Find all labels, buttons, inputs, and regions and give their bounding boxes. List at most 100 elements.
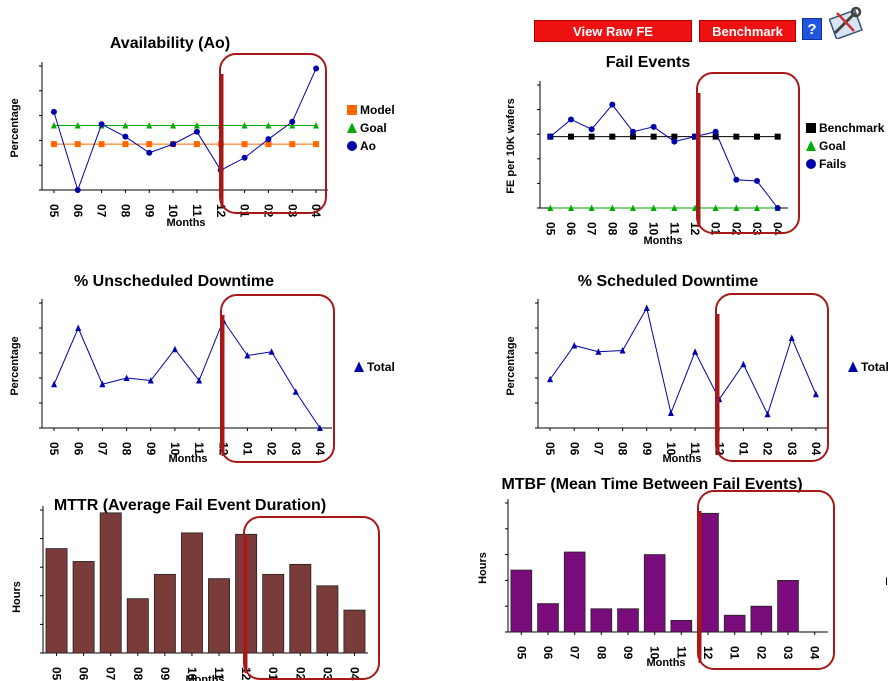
- fail_events-point-benchmark-06: [568, 133, 574, 140]
- scheduled-highlight-box: [715, 293, 829, 462]
- mtbf-xlabel: Months: [646, 657, 685, 669]
- mtbf-bar-03: [777, 580, 799, 633]
- benchmark-button[interactable]: Benchmark: [699, 20, 796, 42]
- unscheduled-x-tick-label: 09: [144, 442, 158, 456]
- mttr-bar-04: [343, 609, 366, 654]
- fail_events-x-tick-label: 10: [647, 222, 661, 236]
- availability-series-ao: [53, 68, 317, 192]
- fail_events-point-goal-01: [712, 204, 719, 211]
- fail_events-point-benchmark-02: [733, 133, 740, 140]
- availability-ylabel: Percentage: [9, 98, 21, 157]
- availability-x-tick-label: 12: [214, 204, 228, 218]
- fail_events-point-benchmark-03: [754, 133, 760, 140]
- fail_events-point-fails-11: [671, 138, 678, 145]
- fail_events-point-fails-12: [692, 133, 698, 140]
- mttr-x-tick-label: 06: [77, 667, 91, 681]
- mttr-bar-12: [235, 533, 258, 654]
- availability-x-tick-label: 05: [47, 204, 61, 218]
- unscheduled-x-tick-label: 01: [240, 442, 254, 456]
- mtbf-title: MTBF (Mean Time Between Fail Events): [501, 476, 802, 493]
- unscheduled-x-tick-label: 08: [120, 442, 134, 456]
- scheduled-ylabel: Percentage: [505, 336, 517, 395]
- availability-point-goal-03: [289, 122, 296, 129]
- fail_events-legend-marker-goal: [806, 140, 816, 151]
- availability-point-model-04: [313, 141, 320, 148]
- mtbf-x-tick-label: 07: [568, 646, 582, 660]
- mttr-x-tick-label: 09: [158, 667, 172, 681]
- unscheduled-point-total-02: [268, 348, 275, 355]
- fail_events-point-benchmark-04: [774, 133, 781, 140]
- unscheduled-point-total-01: [244, 352, 251, 359]
- mtbf-bar-05: [510, 569, 533, 633]
- mttr-title: MTTR (Average Fail Event Duration): [54, 497, 326, 514]
- view-raw-fe-button[interactable]: View Raw FE: [534, 20, 692, 42]
- availability-x-tick-label: 01: [238, 204, 252, 218]
- tools-icon[interactable]: [829, 5, 863, 39]
- availability-x-tick-label: 10: [166, 204, 180, 218]
- availability-x-tick-label: 04: [309, 204, 323, 218]
- unscheduled-x-tick-label: 06: [71, 442, 85, 456]
- fail_events-x-tick-label: 09: [626, 222, 640, 236]
- mtbf-x-tick-label: 02: [754, 646, 768, 660]
- availability-x-tick-label: 03: [285, 204, 299, 218]
- mtbf-ylabel: Hours: [477, 552, 489, 584]
- unscheduled-legend-marker-total: [354, 361, 364, 372]
- fail_events-point-goal-11: [671, 204, 678, 211]
- scheduled-x-tick-label: 07: [591, 442, 605, 456]
- mttr-bar-02: [289, 563, 312, 654]
- scheduled-point-total-05: [547, 375, 554, 383]
- availability-point-model-01: [241, 141, 248, 148]
- availability-point-goal-01: [241, 122, 248, 129]
- availability-highlight-box: [219, 53, 327, 214]
- availability-legend-label-ao: Ao: [360, 139, 376, 153]
- scheduled-legend-label-total: Total: [861, 360, 889, 374]
- availability-point-model-12: [217, 141, 224, 148]
- fail_events-point-goal-08: [609, 204, 616, 211]
- availability-point-goal-09: [146, 122, 153, 129]
- availability-point-goal-08: [122, 122, 129, 129]
- availability-legend-label-goal: Goal: [360, 121, 387, 135]
- availability-point-goal-02: [265, 122, 272, 129]
- help-icon[interactable]: ?: [802, 18, 822, 40]
- fail_events-point-fails-03: [754, 177, 760, 184]
- fail_events-point-goal-04: [774, 204, 781, 211]
- availability-point-goal-06: [74, 122, 81, 129]
- fail_events-point-benchmark-09: [630, 133, 636, 140]
- unscheduled-point-total-10: [171, 345, 178, 353]
- availability-point-goal-10: [170, 122, 177, 129]
- mttr-x-tick-label: 04: [347, 667, 361, 681]
- mttr-x-tick-label: 02: [293, 667, 307, 681]
- fail_events-x-tick-label: 07: [585, 222, 599, 236]
- mtbf-x-tick-label: 10: [648, 646, 662, 660]
- mtbf-bar-11: [670, 619, 693, 633]
- scheduled-legend-marker-total: [848, 361, 858, 372]
- fail_events-ylabel: FE per 10K wafers: [505, 98, 517, 193]
- fail_events-x-tick-label: 06: [564, 222, 578, 236]
- fail_events-legend-label-goal: Goal: [819, 139, 846, 153]
- unscheduled-point-total-05: [51, 380, 58, 388]
- mttr-x-tick-label: 08: [131, 667, 145, 681]
- unscheduled-x-tick-label: 04: [313, 442, 327, 456]
- mtbf-highlight-box: [697, 490, 835, 670]
- fail_events-x-tick-label: 05: [543, 222, 557, 236]
- unscheduled-point-total-12: [220, 317, 227, 324]
- fail_events-legend-marker-fails: [806, 159, 816, 169]
- mttr-bar-08: [126, 598, 149, 654]
- fail_events-point-goal-07: [588, 204, 595, 211]
- fail_events-point-benchmark-11: [671, 133, 678, 140]
- fail_events-x-tick-label: 03: [750, 222, 764, 236]
- mttr-x-tick-label: 10: [185, 667, 199, 681]
- fail_events-point-fails-06: [568, 116, 574, 123]
- mtbf-bar-10: [643, 554, 666, 633]
- availability-point-model-07: [98, 141, 105, 148]
- fail_events-point-fails-07: [588, 126, 595, 133]
- availability-point-ao-09: [146, 149, 153, 156]
- unscheduled-series-total: [53, 319, 321, 429]
- unscheduled-highlight-box: [220, 294, 335, 463]
- mtbf-x-tick-label: 03: [781, 646, 795, 660]
- fail_events-point-fails-09: [630, 128, 636, 135]
- mtbf-x-tick-label: 05: [514, 646, 528, 660]
- availability-legend-marker-model: [347, 105, 357, 115]
- unscheduled-xlabel: Months: [168, 453, 207, 465]
- mttr-bar-05: [45, 548, 68, 654]
